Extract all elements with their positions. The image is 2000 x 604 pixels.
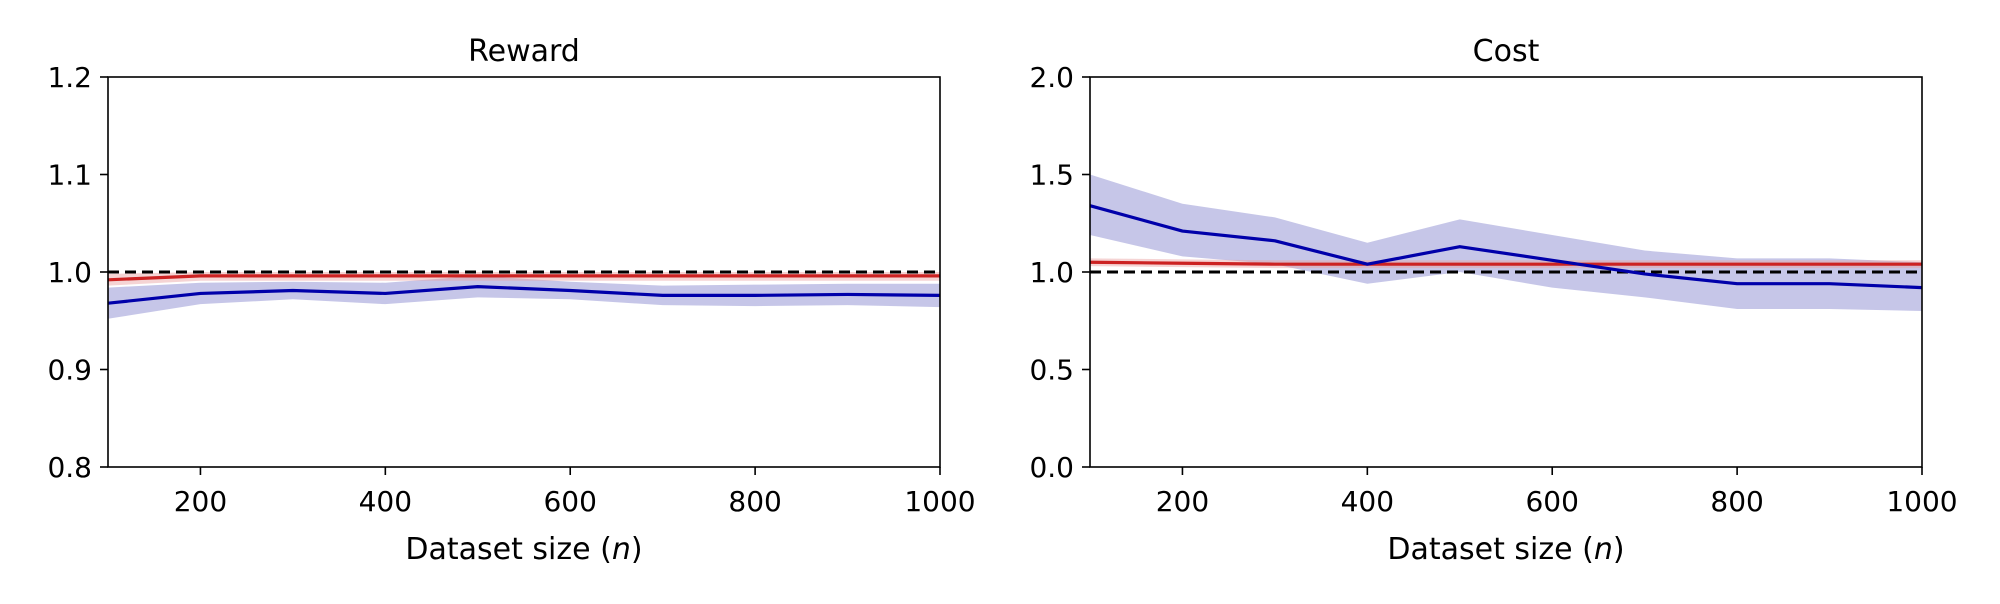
- chart-title: Reward: [468, 34, 580, 69]
- x-tick-label: 400: [1341, 485, 1394, 518]
- x-tick-label: 1000: [904, 485, 975, 518]
- x-tick-label: 800: [728, 485, 781, 518]
- y-tick-label: 0.9: [47, 354, 92, 387]
- y-tick-label: 0.5: [1029, 354, 1074, 387]
- x-tick-label: 800: [1710, 485, 1763, 518]
- chart-title: Cost: [1473, 34, 1540, 69]
- y-tick-label: 1.5: [1029, 159, 1074, 192]
- confidence-band-0: [1090, 174, 1922, 311]
- series-line-0: [108, 285, 940, 305]
- y-tick-label: 1.2: [47, 61, 92, 94]
- plot-area: [1090, 174, 1922, 311]
- confidence-band-0: [108, 275, 940, 319]
- x-tick-label: 200: [1156, 485, 1209, 518]
- x-tick-label: 400: [359, 485, 412, 518]
- y-tick-label: 1.1: [47, 159, 92, 192]
- x-tick-label: 600: [543, 485, 596, 518]
- x-tick-label: 1000: [1886, 485, 1957, 518]
- series-line-1: [1090, 260, 1922, 266]
- panel-1: 200 400 600 800 1000 0.0 0.5 1.0 1.5 2.0 Cost Datas…: [1029, 34, 1957, 567]
- x-axis-label: Dataset size (n): [1387, 532, 1624, 567]
- x-tick-label: 200: [174, 485, 227, 518]
- series-line-1: [108, 274, 940, 282]
- panel-0: 200 400 600 800 1000 0.8 0.9 1.0 1.1 1.2 Reward Dat…: [47, 34, 975, 567]
- y-tick-label: 1.0: [1029, 256, 1074, 289]
- x-tick-label: 600: [1525, 485, 1578, 518]
- plot-area: [108, 270, 940, 319]
- y-tick-label: 2.0: [1029, 61, 1074, 94]
- y-tick-label: 0.8: [47, 451, 92, 484]
- y-tick-label: 1.0: [47, 256, 92, 289]
- series-line-0: [1090, 204, 1922, 290]
- x-axis-label: Dataset size (n): [405, 532, 642, 567]
- y-tick-label: 0.0: [1029, 451, 1074, 484]
